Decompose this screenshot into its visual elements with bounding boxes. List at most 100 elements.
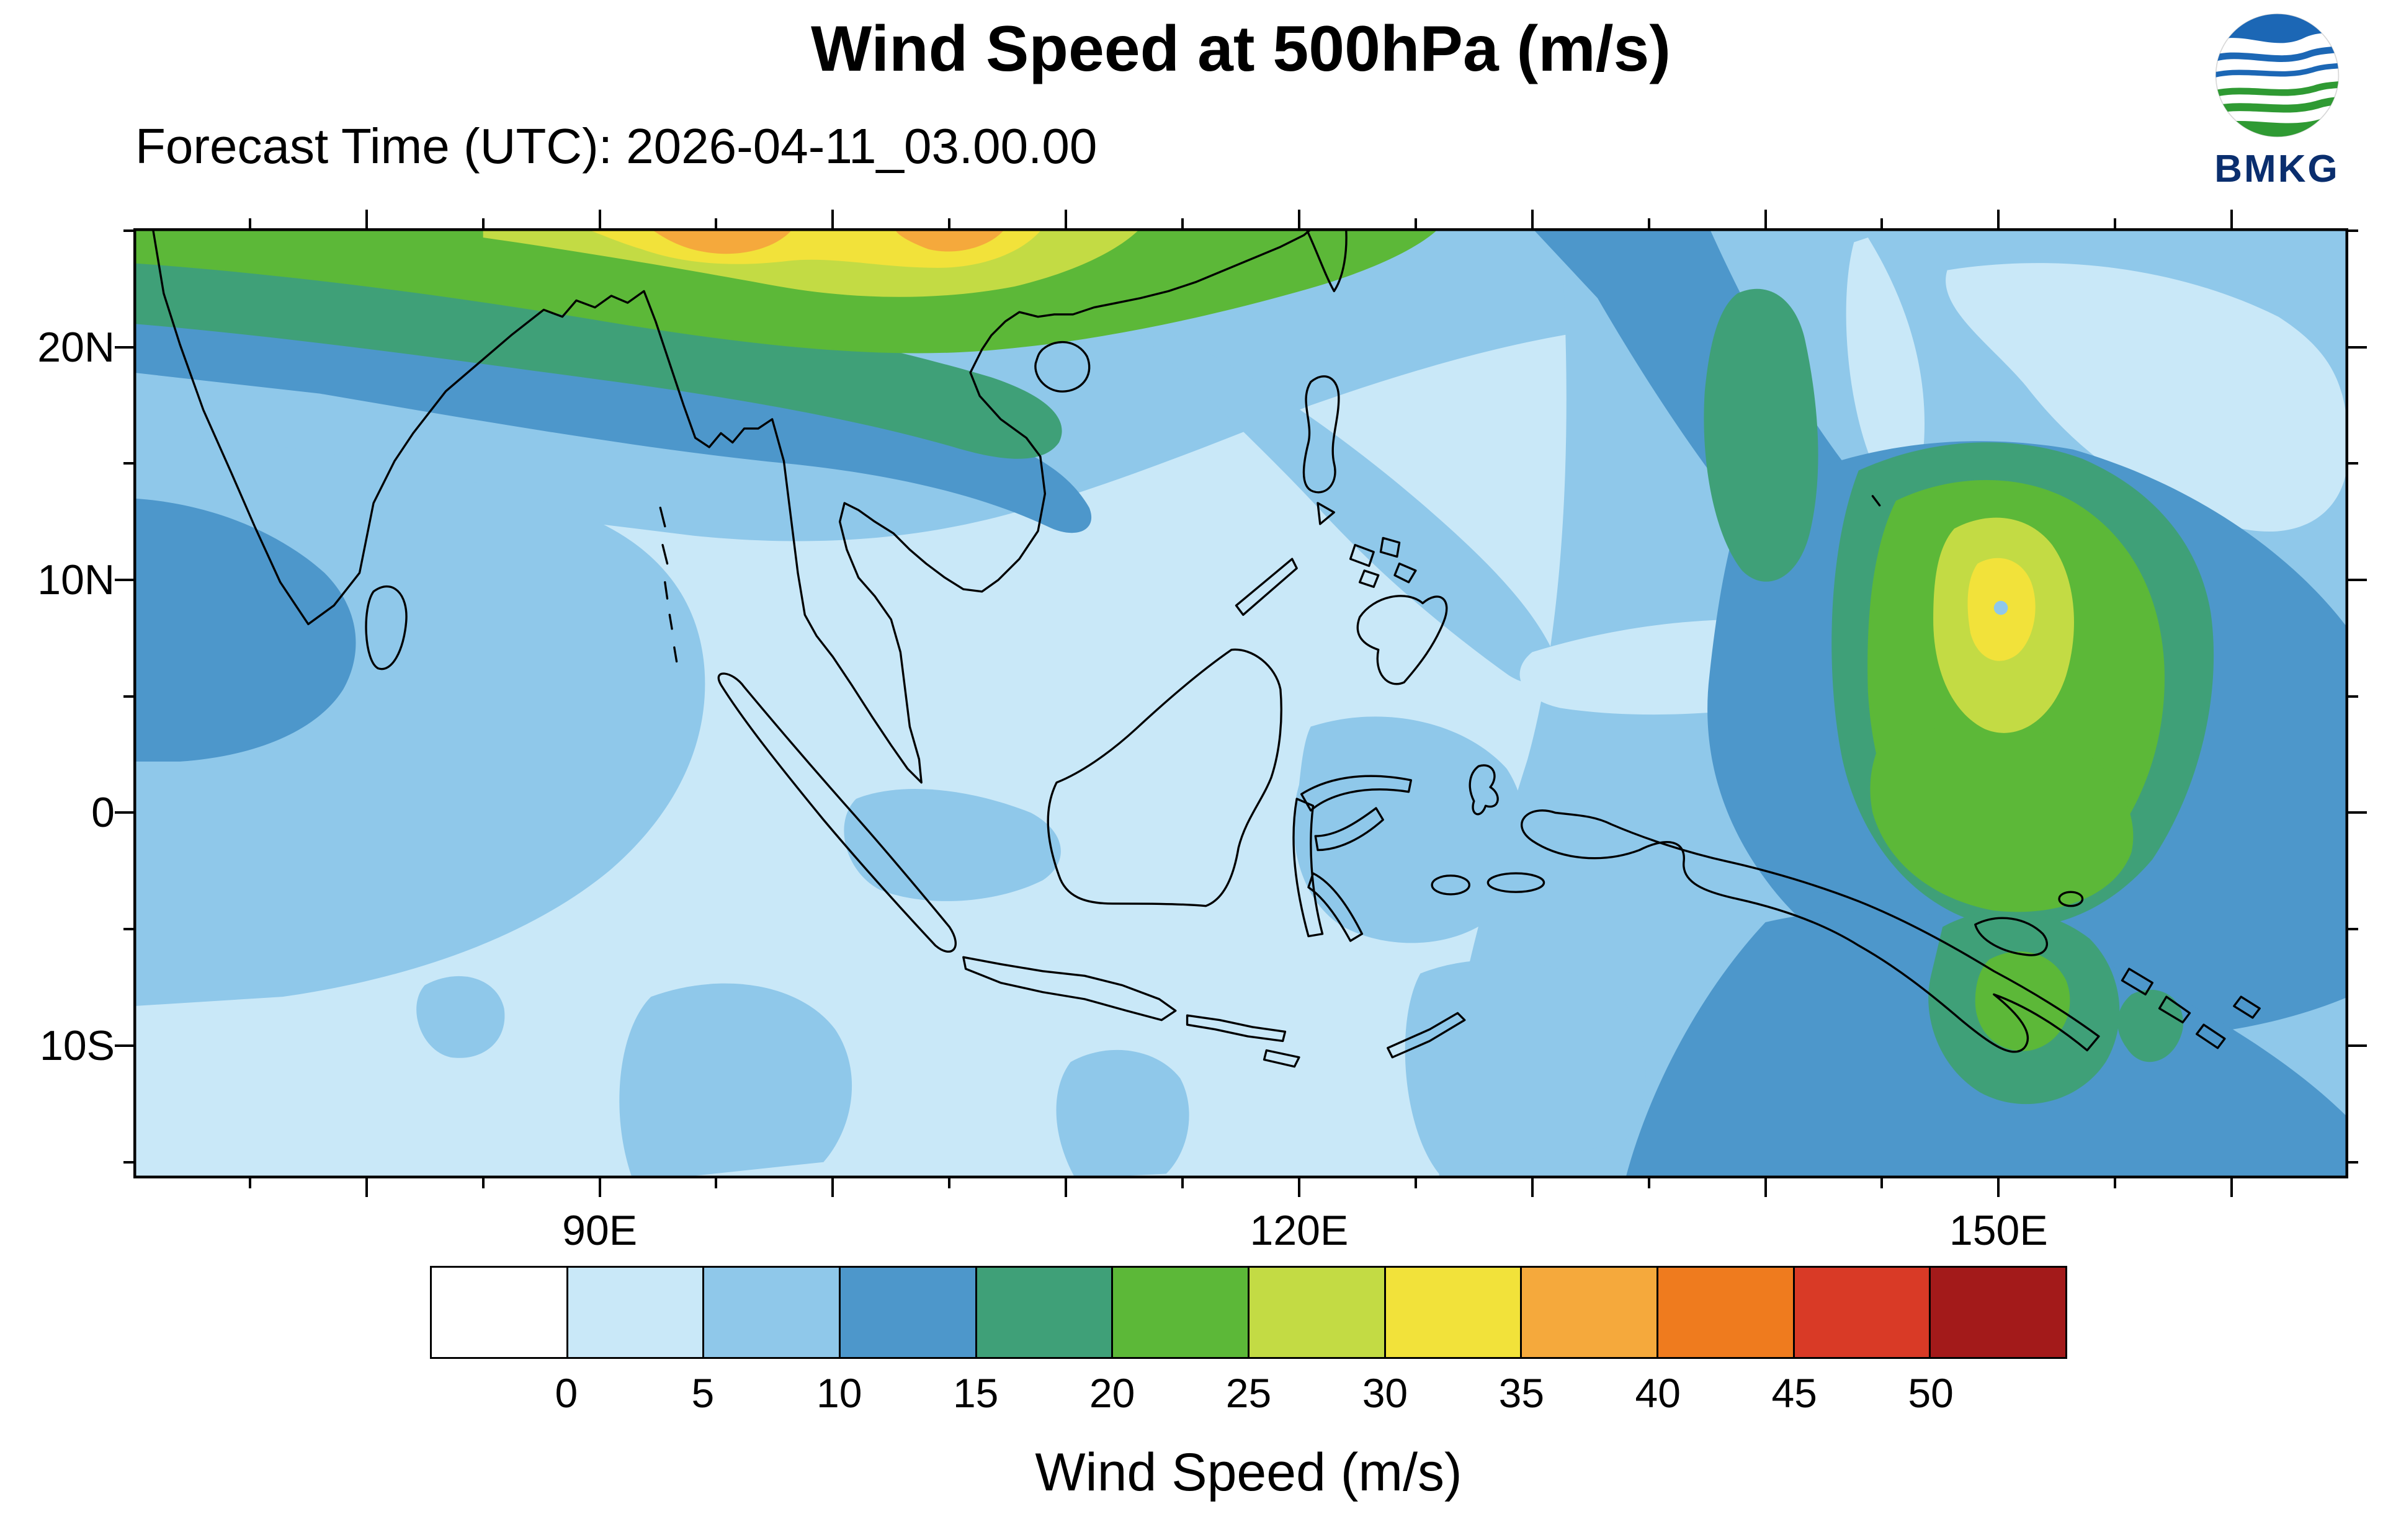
axis-tick — [948, 1178, 951, 1188]
colorbar-cell — [1931, 1268, 2066, 1357]
coastline-visayas — [1349, 536, 1417, 588]
coastline-new-britain — [1974, 891, 2084, 956]
coastline-sri-lanka — [365, 585, 408, 670]
coastline-new-guinea — [1521, 809, 2100, 1053]
colorbar-cell — [1250, 1268, 1386, 1357]
axis-tick — [365, 1178, 368, 1197]
wind-region-5-10 — [1056, 1049, 1189, 1178]
coastline-taiwan — [1305, 228, 1348, 293]
colorbar-cell — [1794, 1268, 1931, 1357]
wind-region-0-5 — [1946, 263, 2348, 532]
axis-tick — [2348, 462, 2358, 465]
coastline-luzon — [1302, 375, 1340, 525]
axis-tick — [2348, 229, 2358, 232]
axis-tick — [831, 210, 834, 228]
coastline-hainan — [1034, 340, 1091, 393]
coastline-guam — [1871, 495, 1881, 507]
wind-region-5-10 — [416, 976, 505, 1058]
coastline-halmahera — [1469, 764, 1499, 816]
wind-region-15-20 — [133, 251, 1062, 459]
axis-tick — [2230, 210, 2233, 228]
axis-tick — [481, 218, 485, 228]
wind-region-10-15 — [133, 498, 356, 762]
wind-region-5-10 — [1112, 307, 1554, 684]
coastline-lesser-sunda — [1186, 1012, 1466, 1068]
wind-speed-map — [133, 228, 2348, 1178]
colorbar-tick-label: 30 — [1362, 1370, 1408, 1416]
coastline-solomons — [2121, 968, 2261, 1049]
axis-tick — [1764, 210, 1767, 228]
axis-tick — [1531, 1178, 1534, 1197]
coastline-sulawesi — [1292, 775, 1413, 942]
axis-tick — [248, 218, 251, 228]
axis-tick — [115, 811, 133, 814]
y-axis-label: 0 — [91, 789, 115, 837]
colorbar-tick-label: 10 — [816, 1370, 862, 1416]
map-border — [133, 228, 2348, 1178]
axis-tick — [2348, 345, 2367, 349]
axis-tick — [123, 695, 133, 698]
cyclone-eye — [1993, 600, 2008, 615]
axis-tick — [1997, 210, 2000, 228]
colorbar-tick-label: 50 — [1908, 1370, 1954, 1416]
wind-region-10-15 — [133, 293, 1092, 533]
axis-tick — [2348, 1044, 2367, 1047]
wind-region-5-10 — [844, 788, 1061, 901]
axis-tick — [1297, 210, 1300, 228]
axis-tick — [2348, 578, 2367, 581]
y-axis-label: 10N — [37, 556, 115, 603]
axis-tick — [1531, 210, 1534, 228]
axis-tick — [1764, 1178, 1767, 1197]
axis-tick — [1880, 218, 1884, 228]
wind-region-20-25 — [1870, 723, 2134, 912]
coastline-asia-mainland — [151, 228, 1314, 784]
coastline-sumatra — [717, 672, 957, 953]
forecast-time-label: Forecast Time (UTC): 2026-04-11_03.00.00 — [135, 118, 1098, 174]
coastline-andaman-islands — [659, 506, 678, 663]
axis-tick — [2348, 811, 2367, 814]
axis-tick — [598, 1178, 601, 1197]
axis-tick — [365, 210, 368, 228]
axis-tick — [2348, 1160, 2358, 1164]
axis-tick — [2348, 928, 2358, 931]
colorbar-labels: 0 5 10 15 20 25 30 35 40 45 50 — [430, 1369, 2067, 1425]
axis-tick — [715, 218, 718, 228]
coastline-palawan — [1235, 558, 1298, 616]
axis-tick — [1880, 1178, 1884, 1188]
wind-region-5-10 — [619, 983, 852, 1178]
colorbar-title: Wind Speed (m/s) — [1035, 1443, 1462, 1502]
colorbar-tick-label: 35 — [1498, 1370, 1545, 1416]
axis-tick — [1414, 1178, 1417, 1188]
axis-tick — [115, 578, 133, 581]
axis-tick — [123, 229, 133, 232]
axis-tick — [1647, 1178, 1650, 1188]
axis-tick — [2230, 1178, 2233, 1197]
coastline-borneo — [1047, 648, 1282, 907]
wind-region-35-40 — [895, 228, 1006, 252]
axis-tick — [123, 1160, 133, 1164]
wind-field — [133, 228, 2348, 1178]
axis-tick — [115, 1044, 133, 1047]
map-plot — [133, 228, 2348, 1178]
wind-region-35-40 — [653, 228, 794, 254]
colorbar-cell — [1658, 1268, 1795, 1357]
colorbar-cell — [568, 1268, 705, 1357]
axis-tick — [715, 1178, 718, 1188]
wind-region-15-20 — [2117, 989, 2184, 1062]
axis-tick — [1181, 1178, 1184, 1188]
colorbar-cell — [1522, 1268, 1659, 1357]
axis-tick — [1181, 218, 1184, 228]
axis-tick — [948, 218, 951, 228]
x-axis-label: 120E — [1250, 1207, 1349, 1254]
colorbar-tick-label: 0 — [555, 1370, 578, 1416]
wind-region-5-10 — [1294, 716, 1526, 943]
colorbar-tick-label: 40 — [1635, 1370, 1681, 1416]
colorbar-cell — [977, 1268, 1114, 1357]
axis-tick — [481, 1178, 485, 1188]
colorbar — [430, 1266, 2067, 1359]
axis-tick — [598, 210, 601, 228]
wind-region-5-10 — [1405, 959, 1646, 1174]
x-axis-label: 90E — [562, 1207, 638, 1254]
coastlines — [151, 228, 2261, 1068]
wind-region-15-20 — [1704, 288, 1818, 582]
